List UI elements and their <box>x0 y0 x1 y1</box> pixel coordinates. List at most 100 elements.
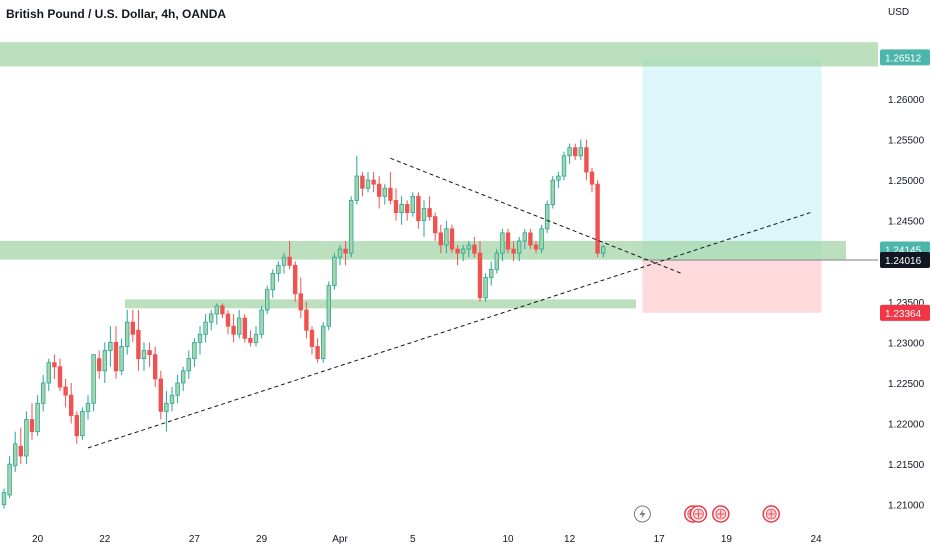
candle[interactable] <box>69 394 74 416</box>
candle[interactable] <box>231 325 236 335</box>
candle[interactable] <box>584 147 589 173</box>
candle[interactable] <box>130 321 135 335</box>
candle[interactable] <box>505 232 511 250</box>
candle[interactable] <box>432 216 438 234</box>
candle[interactable] <box>253 333 259 343</box>
candle[interactable] <box>192 342 197 360</box>
candle[interactable] <box>528 232 533 246</box>
candle[interactable] <box>460 248 466 254</box>
candle[interactable] <box>494 252 499 270</box>
candle[interactable] <box>483 277 488 299</box>
trendline-0[interactable] <box>87 212 811 449</box>
level-zone-2[interactable] <box>125 299 636 309</box>
candle[interactable] <box>52 362 57 368</box>
candle[interactable] <box>404 204 410 213</box>
candle[interactable] <box>186 358 191 372</box>
candle[interactable] <box>517 240 522 254</box>
candle[interactable] <box>169 394 175 404</box>
candle[interactable] <box>393 200 399 213</box>
candle[interactable] <box>80 410 85 437</box>
candle[interactable] <box>152 354 158 380</box>
candle[interactable] <box>281 256 287 266</box>
candle[interactable] <box>41 382 46 404</box>
candle[interactable] <box>533 244 539 250</box>
candle[interactable] <box>225 313 231 327</box>
candle[interactable] <box>259 309 264 335</box>
level-zone-1[interactable] <box>0 240 846 260</box>
target-zone[interactable] <box>642 57 822 260</box>
candle[interactable] <box>455 248 460 254</box>
candle[interactable] <box>97 358 102 372</box>
stop-zone[interactable] <box>642 259 822 313</box>
price-axis[interactable]: 1.21000 1.21500 1.22000 1.22500 1.23000 1.235… <box>880 49 930 512</box>
candle[interactable] <box>248 337 253 343</box>
candle[interactable] <box>46 362 51 384</box>
candle[interactable] <box>236 317 242 335</box>
economic-event-icon[interactable] <box>689 505 708 523</box>
candle[interactable] <box>125 321 130 347</box>
candle[interactable] <box>410 195 415 213</box>
candle[interactable] <box>315 346 320 360</box>
candle[interactable] <box>164 402 169 412</box>
candle[interactable] <box>147 350 152 355</box>
candle[interactable] <box>545 204 550 230</box>
candle[interactable] <box>276 264 281 274</box>
candle[interactable] <box>399 204 404 213</box>
flash-icon[interactable] <box>633 505 651 523</box>
candle[interactable] <box>158 378 163 412</box>
candle[interactable] <box>304 309 309 331</box>
candle[interactable] <box>589 171 595 185</box>
candle[interactable] <box>119 346 124 372</box>
candle[interactable] <box>438 232 443 246</box>
candle[interactable] <box>175 382 180 396</box>
time-axis[interactable]: 20 22 27 29 Apr 5 10 12 17 19 24 <box>32 534 822 545</box>
candle[interactable] <box>136 329 141 360</box>
candle[interactable] <box>264 289 270 311</box>
candle[interactable] <box>488 268 494 278</box>
candle[interactable] <box>382 187 387 197</box>
candle[interactable] <box>466 244 471 250</box>
candle[interactable] <box>388 187 393 201</box>
candle[interactable] <box>472 244 477 254</box>
candle[interactable] <box>578 147 583 157</box>
economic-event-icon[interactable] <box>762 505 780 523</box>
candle[interactable] <box>416 195 421 222</box>
candle[interactable] <box>360 175 365 189</box>
candle[interactable] <box>427 208 432 218</box>
candle[interactable] <box>500 232 505 254</box>
candle[interactable] <box>376 183 382 197</box>
candle[interactable] <box>477 252 483 299</box>
candle[interactable] <box>287 256 292 266</box>
candle[interactable] <box>601 246 606 254</box>
candle[interactable] <box>337 248 343 258</box>
candle[interactable] <box>444 228 449 246</box>
candle[interactable] <box>421 208 427 222</box>
candle[interactable] <box>354 175 359 201</box>
candle[interactable] <box>29 419 35 433</box>
candle[interactable] <box>332 256 337 287</box>
candle[interactable] <box>348 200 354 254</box>
candle[interactable] <box>298 293 303 311</box>
candle[interactable] <box>7 463 12 496</box>
candle[interactable] <box>242 317 247 339</box>
candle[interactable] <box>35 402 40 433</box>
candle[interactable] <box>102 350 107 372</box>
candle[interactable] <box>141 350 147 360</box>
candle[interactable] <box>113 342 119 372</box>
candle[interactable] <box>522 232 527 242</box>
candle[interactable] <box>309 329 315 347</box>
candle[interactable] <box>12 443 18 467</box>
candle[interactable] <box>197 333 203 343</box>
candle[interactable] <box>1 492 7 506</box>
candle[interactable] <box>63 386 68 396</box>
candle[interactable] <box>18 445 23 457</box>
candle[interactable] <box>343 248 348 254</box>
candle[interactable] <box>595 183 600 254</box>
candle[interactable] <box>573 147 578 157</box>
level-zone-0[interactable] <box>0 42 878 67</box>
candle[interactable] <box>511 248 516 254</box>
candle[interactable] <box>550 179 555 205</box>
candle[interactable] <box>24 419 29 457</box>
candle[interactable] <box>74 415 79 437</box>
